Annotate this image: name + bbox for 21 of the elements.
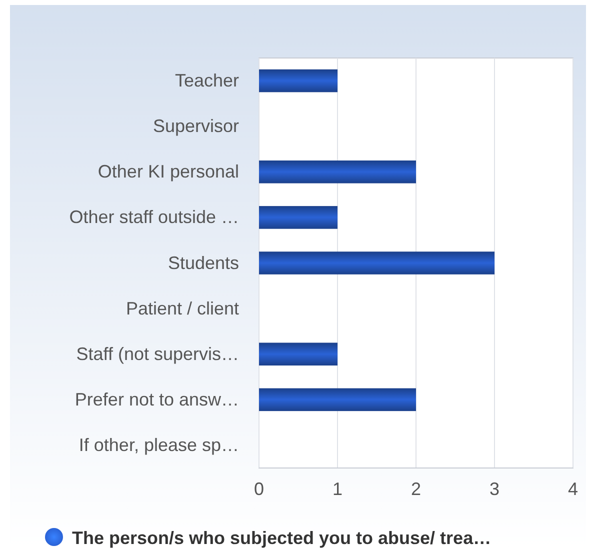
y-tick-label: Supervisor [152,116,239,136]
y-tick-label: Teacher [174,70,239,91]
y-tick-label: Other staff outside … [69,207,239,228]
x-tick-label: 2 [410,478,422,499]
y-tick-label: If other, please sp… [78,434,239,455]
y-tick-label: Patient / client [126,298,239,318]
bar [259,342,338,366]
legend-label: The person/s who subjected you to abuse/ trea… [72,528,492,548]
y-tick-label: Prefer not to answ… [74,389,239,410]
x-tick-label: 3 [489,478,500,499]
bar [259,388,416,412]
bar [259,252,494,274]
x-tick-label: 1 [332,478,343,499]
bar [259,69,338,92]
bar [259,206,338,229]
y-tick-label: Other KI personal [98,162,239,182]
bar [259,160,416,184]
x-tick-label: 0 [254,478,264,499]
y-tick-label: Staff (not supervis… [76,344,239,364]
y-tick-label: Students [168,252,239,273]
x-tick-label: 4 [568,478,578,499]
